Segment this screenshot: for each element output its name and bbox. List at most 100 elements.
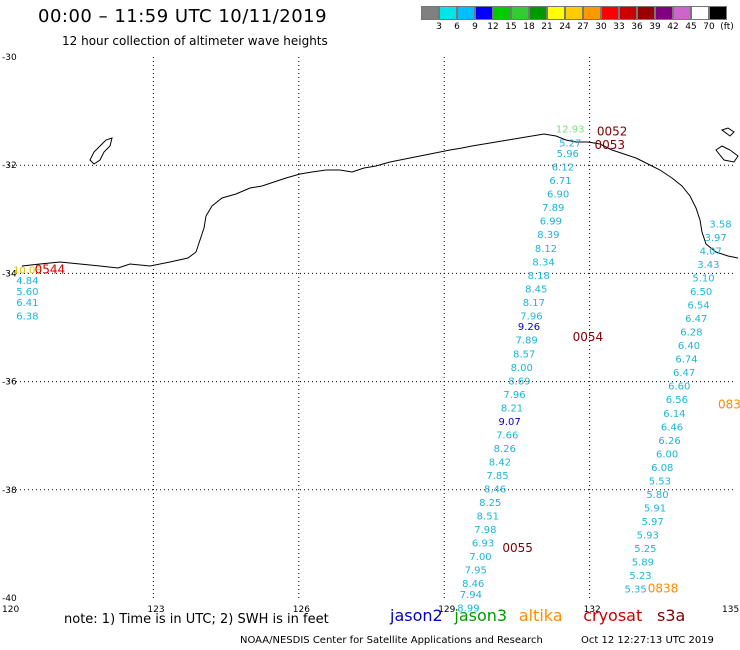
color-legend-labels: 3 6 9 12 15 18 21 24 27 30 33 36 39 42 45 70 (ft) <box>421 22 740 34</box>
page-subtitle: 12 hour collection of altimeter wave hei… <box>62 34 328 48</box>
wave-height-value: 6.47 <box>685 314 707 325</box>
wave-height-value: 5.97 <box>641 517 663 528</box>
lat-label: -32 <box>2 161 17 171</box>
lat-label: -38 <box>2 486 17 496</box>
color-legend-label: 9 <box>472 22 478 32</box>
satellite-name: jason3 <box>454 606 508 625</box>
satellite-name: s3a <box>657 606 686 625</box>
color-swatch <box>439 6 457 20</box>
color-swatch <box>475 6 493 20</box>
wave-height-value: 6.60 <box>668 382 690 393</box>
wave-height-value: 8.46 <box>484 485 506 496</box>
wave-height-value: 8.45 <box>525 284 547 295</box>
wave-height-value: 6.46 <box>661 422 683 433</box>
wave-height-value: 7.89 <box>515 336 537 347</box>
wave-height-value: 10.03 <box>13 265 42 276</box>
island-outline <box>89 137 113 165</box>
color-legend-label: 27 <box>577 22 589 32</box>
lon-label: 129 <box>438 605 455 615</box>
wave-height-value: 3.43 <box>697 260 719 271</box>
color-legend-label: 39 <box>649 22 661 32</box>
pass-time-label: 0544 <box>35 262 66 276</box>
lat-label: -40 <box>2 594 17 604</box>
lon-label: 132 <box>584 605 601 615</box>
pass-time-label: 0837 <box>718 398 740 412</box>
color-legend-label: (ft) <box>720 22 734 32</box>
wave-height-value: 8.25 <box>479 498 501 509</box>
wave-height-value: 5.35 <box>625 585 647 596</box>
page-title: 00:00 – 11:59 UTC 10/11/2019 <box>38 6 328 27</box>
wave-height-value: 6.93 <box>472 539 494 550</box>
wave-height-value: 6.40 <box>678 341 700 352</box>
timestamp-text: Oct 12 12:27:13 UTC 2019 <box>581 635 714 646</box>
wave-height-value: 5.96 <box>557 149 579 160</box>
wave-height-value: 4.84 <box>16 276 38 287</box>
pass-time-label: 0054 <box>573 330 604 344</box>
footer-note: note: 1) Time is in UTC; 2) SWH is in fe… <box>64 612 329 627</box>
lon-label: 123 <box>147 605 164 615</box>
wave-height-value: 7.00 <box>469 552 491 563</box>
pass-time-label: 0055 <box>502 541 533 555</box>
wave-height-value: 12.93 <box>556 125 585 136</box>
wave-height-value: 8.00 <box>511 363 533 374</box>
wave-height-value: 7.94 <box>460 590 482 601</box>
wave-height-value: 8.57 <box>513 349 535 360</box>
color-legend-label: 15 <box>505 22 517 32</box>
wave-height-value: 8.34 <box>532 257 554 268</box>
color-swatch <box>529 6 547 20</box>
wave-height-value: 5.27 <box>559 138 581 149</box>
color-swatch <box>655 6 673 20</box>
color-legend-label: 45 <box>685 22 697 32</box>
wave-height-value: 6.50 <box>690 287 712 298</box>
wave-height-value: 8.26 <box>494 444 516 455</box>
color-legend <box>421 6 727 20</box>
color-swatch <box>547 6 565 20</box>
color-swatch <box>493 6 511 20</box>
color-swatch <box>565 6 583 20</box>
wave-height-value: 5.10 <box>692 274 714 285</box>
color-swatch <box>637 6 655 20</box>
pass-time-label: 0052 <box>597 124 628 138</box>
color-legend-label: 36 <box>631 22 643 32</box>
wave-height-value: 5.23 <box>629 571 651 582</box>
color-legend-label: 18 <box>523 22 535 32</box>
color-legend-label: 6 <box>454 22 460 32</box>
color-swatch <box>583 6 601 20</box>
pass-time-label: 0053 <box>594 138 625 152</box>
color-legend-label: 42 <box>667 22 679 32</box>
lon-label: 135 <box>722 605 739 615</box>
lon-label: 126 <box>293 605 310 615</box>
color-legend-label: 24 <box>559 22 571 32</box>
wave-height-value: 8.99 <box>457 604 479 615</box>
wave-height-value: 6.74 <box>675 355 697 366</box>
wave-height-value: 7.89 <box>542 203 564 214</box>
wave-height-value: 6.38 <box>16 311 38 322</box>
lon-label: 120 <box>2 605 19 615</box>
lat-label: -30 <box>2 53 17 63</box>
color-legend-label: 12 <box>487 22 499 32</box>
satellite-name: cryosat <box>583 606 643 625</box>
wave-height-value: 8.42 <box>489 457 511 468</box>
wave-height-value: 8.21 <box>501 403 523 414</box>
color-swatch <box>673 6 691 20</box>
color-legend-label: 33 <box>613 22 625 32</box>
color-swatch <box>601 6 619 20</box>
island-outline <box>720 127 735 137</box>
color-swatch <box>691 6 709 20</box>
wave-height-value: 7.98 <box>474 525 496 536</box>
color-legend-label: 70 <box>703 22 715 32</box>
lat-label: -36 <box>2 378 17 388</box>
wave-height-value: 8.18 <box>528 271 550 282</box>
color-legend-label: 30 <box>595 22 607 32</box>
wave-height-value: 6.41 <box>16 298 38 309</box>
wave-height-tracks: 10.034.845.606.41 6.38 12.93 5.275.96 6.12 6.… <box>13 125 732 615</box>
wave-height-value: 7.96 <box>520 311 542 322</box>
wave-height-value: 9.26 <box>518 322 540 333</box>
color-swatch <box>421 6 439 20</box>
wave-height-value: 5.89 <box>632 558 654 569</box>
wave-height-value: 7.95 <box>465 566 487 577</box>
wave-height-value: 6.56 <box>666 395 688 406</box>
wave-height-value: 6.26 <box>658 436 680 447</box>
wave-height-value: 6.71 <box>549 176 571 187</box>
